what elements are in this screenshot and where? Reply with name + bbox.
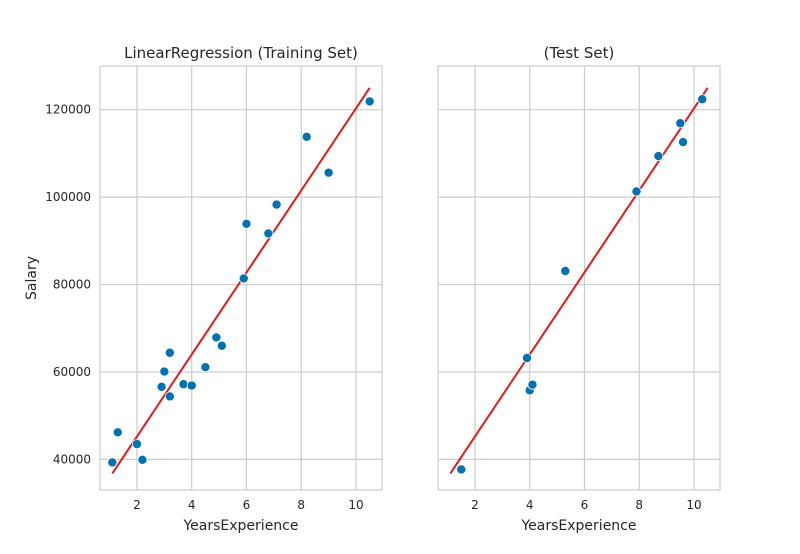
marks-right	[449, 87, 709, 475]
y-tick-label: 60000	[53, 365, 91, 379]
data-point	[323, 167, 334, 178]
data-point	[560, 266, 571, 277]
grid-right	[438, 66, 720, 490]
x-tick-label: 2	[133, 498, 141, 512]
data-point	[178, 379, 189, 390]
training-set-chart: 2 4 6 8 10 40000 60000 80000 100000 120000 Linear…	[24, 44, 383, 534]
y-tick-label: 80000	[53, 278, 91, 292]
data-point	[164, 391, 175, 402]
data-point	[364, 96, 375, 107]
data-point	[653, 151, 664, 162]
ticks-left: 2 4 6 8 10 40000 60000 80000 100000 120000	[45, 103, 363, 512]
y-tick-label: 120000	[45, 103, 91, 117]
plot-area-right	[438, 66, 720, 490]
data-point	[238, 273, 249, 284]
data-point	[159, 366, 170, 377]
data-point	[112, 427, 123, 438]
data-point	[241, 218, 252, 229]
data-point	[156, 381, 167, 392]
data-point	[527, 379, 538, 390]
chart-title-left: LinearRegression (Training Set)	[124, 44, 358, 62]
x-tick-label: 4	[526, 498, 534, 512]
data-point	[211, 332, 222, 343]
x-tick-label: 2	[471, 498, 479, 512]
data-point	[200, 362, 211, 373]
y-tick-label: 100000	[45, 190, 91, 204]
data-point	[675, 118, 686, 129]
y-axis-label-left: Salary	[24, 256, 40, 300]
data-point	[697, 94, 708, 105]
data-point	[131, 439, 142, 450]
data-point	[137, 454, 148, 465]
x-tick-label: 10	[686, 498, 701, 512]
chart-title-right: (Test Set)	[544, 44, 615, 62]
x-axis-label-right: YearsExperience	[520, 518, 636, 534]
data-point	[186, 380, 197, 391]
data-point	[521, 352, 532, 363]
x-tick-label: 6	[581, 498, 589, 512]
data-point	[216, 340, 227, 351]
x-tick-label: 8	[635, 498, 643, 512]
data-point	[263, 228, 274, 239]
ticks-right: 2 4 6 8 10	[471, 498, 701, 512]
data-point	[678, 137, 689, 148]
data-point	[271, 199, 282, 210]
plot-frame-left	[99, 65, 383, 491]
test-set-chart: 2 4 6 8 10 (Test Set) YearsExperience	[437, 44, 721, 534]
marks-left	[107, 87, 375, 474]
x-tick-label: 10	[348, 498, 363, 512]
y-tick-label: 40000	[53, 452, 91, 466]
data-point	[456, 464, 467, 475]
regression-line	[449, 87, 709, 474]
x-tick-label: 4	[188, 498, 196, 512]
plot-frame-right	[437, 65, 721, 491]
data-point	[301, 131, 312, 142]
data-point	[631, 186, 642, 197]
x-tick-label: 8	[297, 498, 305, 512]
x-axis-label-left: YearsExperience	[182, 518, 298, 534]
data-point	[164, 347, 175, 358]
data-point	[107, 457, 118, 468]
x-tick-label: 6	[243, 498, 251, 512]
